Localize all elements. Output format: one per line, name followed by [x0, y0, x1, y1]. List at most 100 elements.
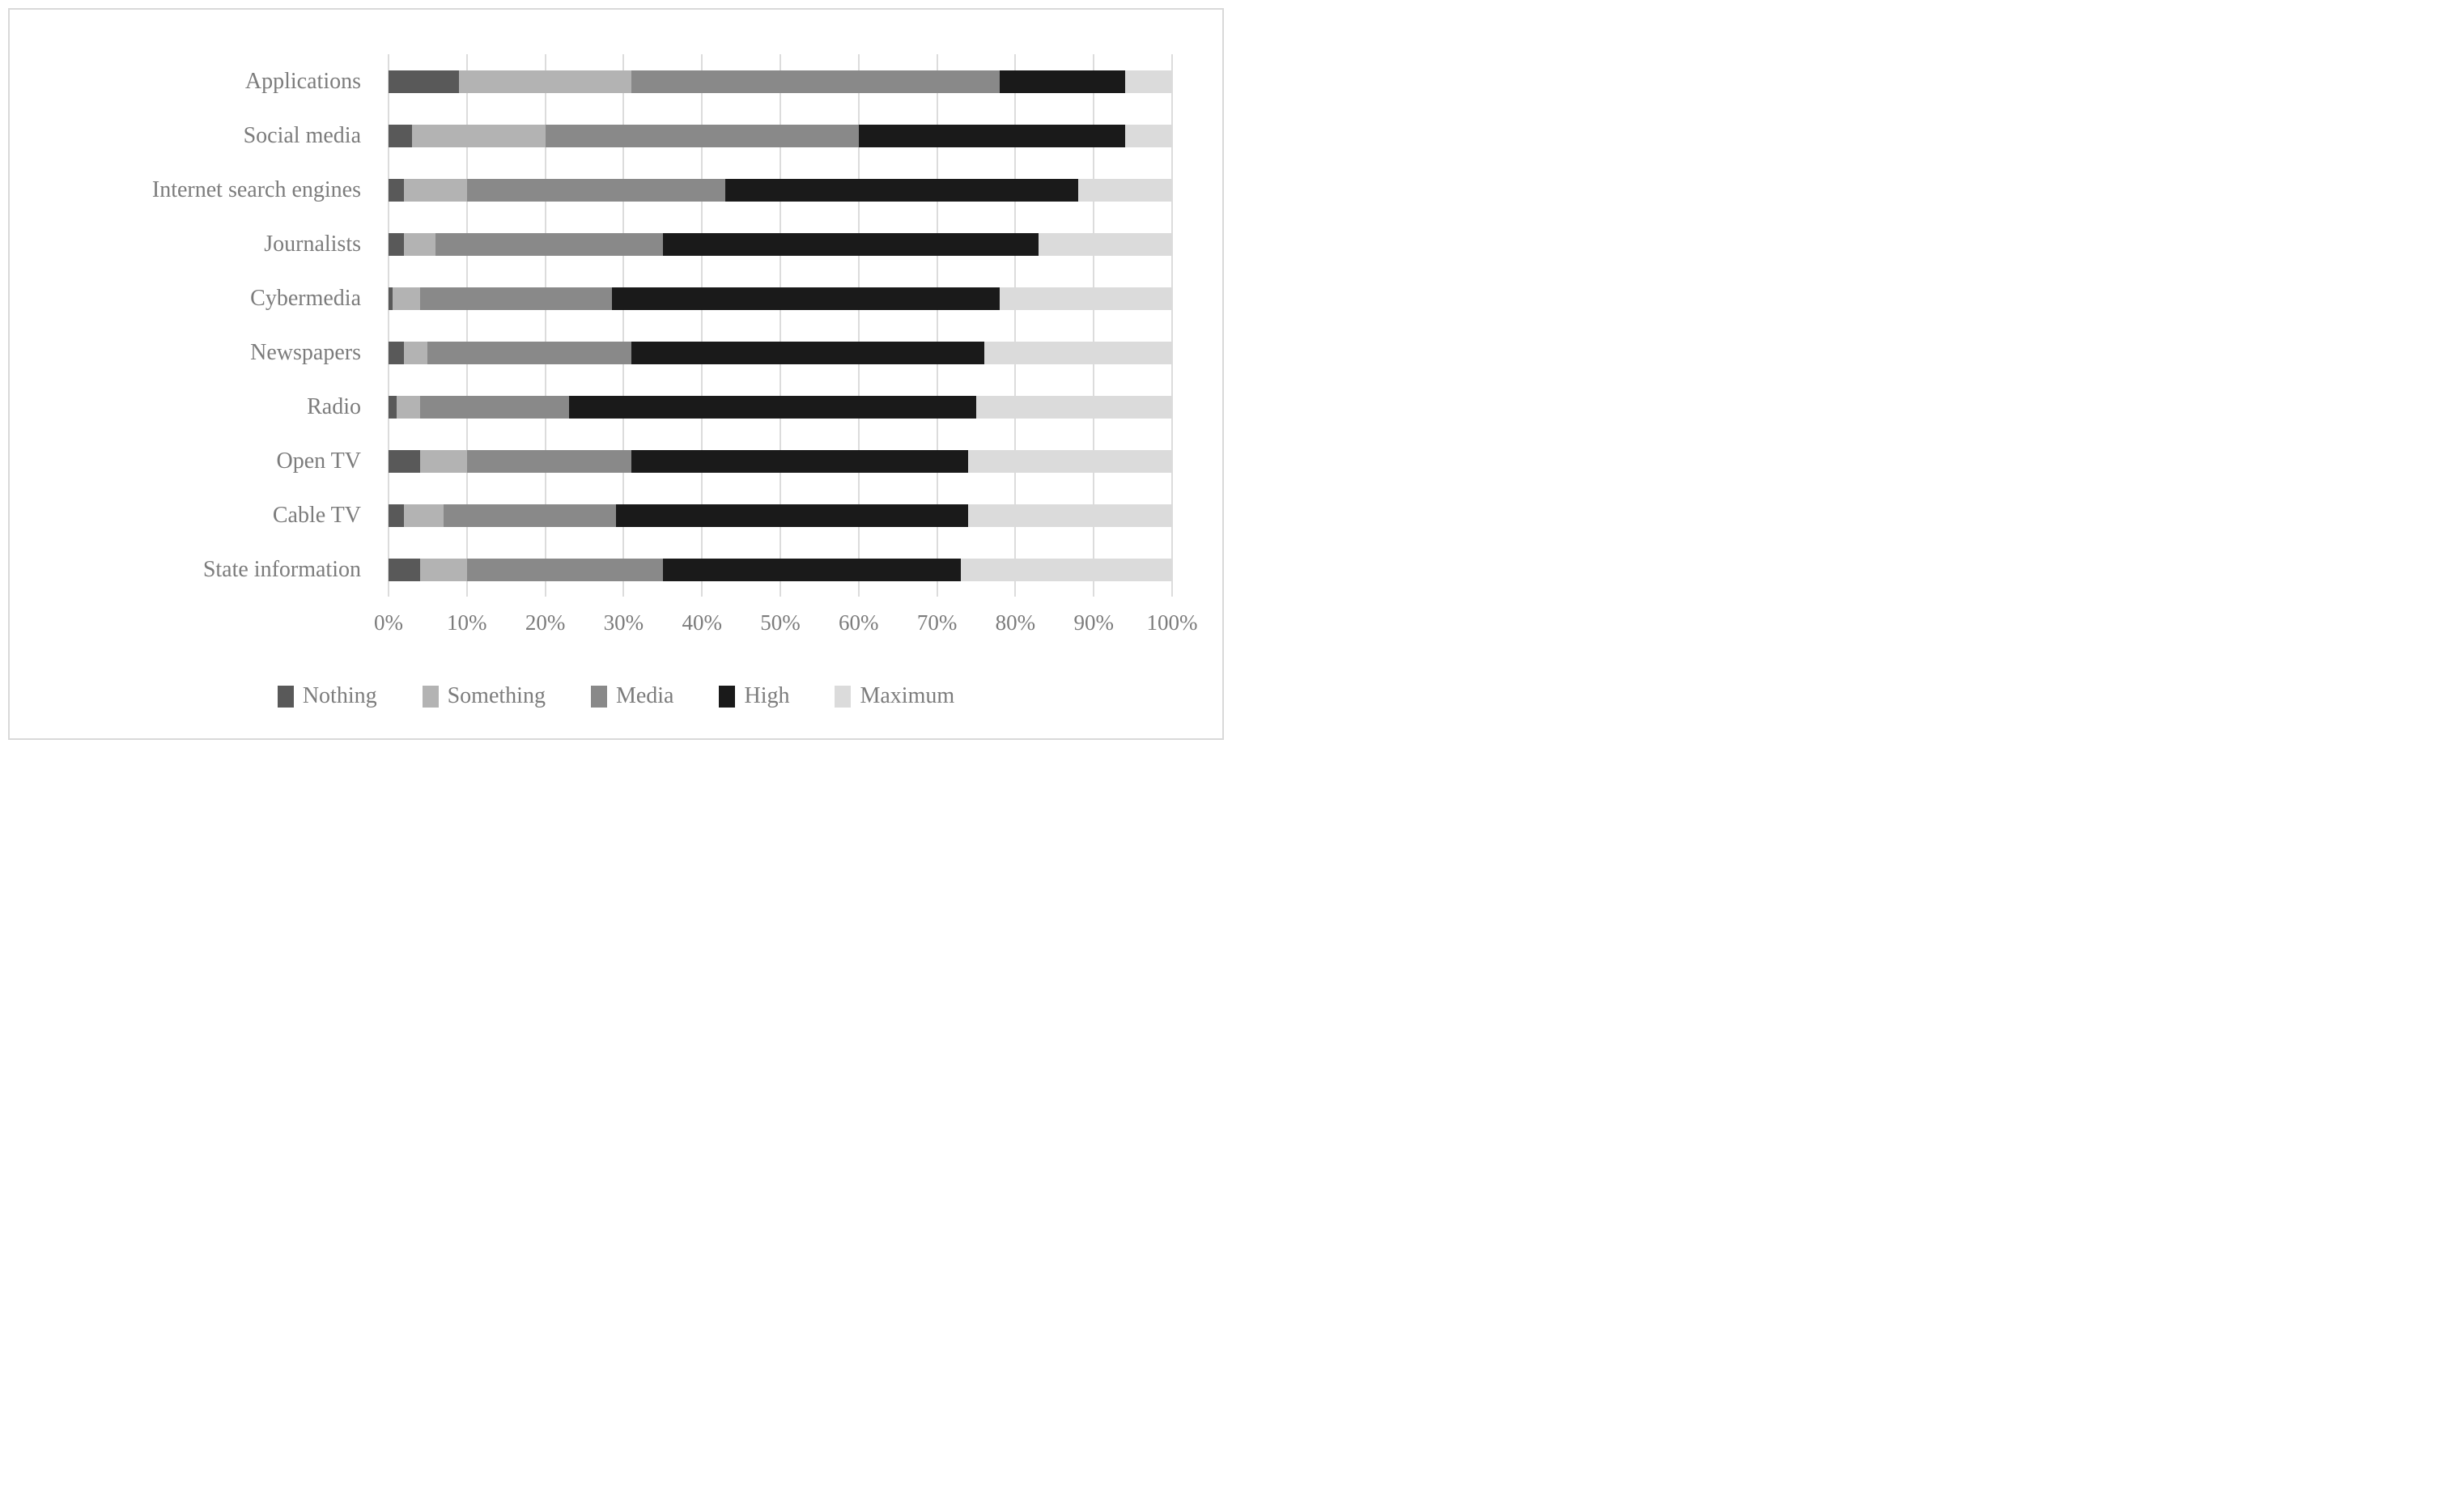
bar-segment-media	[466, 449, 632, 473]
bar-row	[389, 108, 1172, 163]
bar-row	[389, 325, 1172, 380]
legend-label-high: High	[744, 683, 790, 708]
bar-segment-nothing	[389, 287, 393, 310]
bar-segment-media	[631, 70, 1000, 93]
category-label-cable-tv: Cable TV	[272, 502, 361, 528]
bar-segment-high	[662, 558, 961, 581]
gridline	[1014, 54, 1017, 597]
legend-swatch-media	[590, 685, 607, 708]
bar-row	[389, 217, 1172, 271]
legend-item-high: High	[719, 683, 789, 709]
bar-segment-nothing	[389, 395, 397, 419]
bar-row	[389, 542, 1172, 597]
x-tick-label: 100%	[1146, 610, 1198, 635]
bar-segment-something	[392, 287, 420, 310]
bar-segment-high	[858, 124, 1125, 147]
bar-segment-media	[466, 178, 726, 202]
bar-segment-nothing	[389, 558, 420, 581]
x-tick-label: 20%	[525, 610, 566, 635]
legend-swatch-high	[719, 685, 736, 708]
category-label-applications: Applications	[244, 68, 361, 94]
bar-segment-maximum	[1124, 70, 1172, 93]
bar-segment-high	[662, 232, 1039, 256]
gridline	[388, 54, 389, 597]
legend-item-maximum: Maximum	[835, 683, 954, 709]
bar-segment-media	[466, 558, 663, 581]
category-label-internet-search-engines: Internet search engines	[151, 176, 361, 202]
stacked-bar-open-tv	[389, 449, 1172, 473]
bar-segment-media	[419, 287, 612, 310]
gridline	[936, 54, 938, 597]
category-label-cybermedia: Cybermedia	[250, 285, 361, 311]
category-label-journalists: Journalists	[264, 231, 361, 257]
legend-swatch-nothing	[277, 685, 294, 708]
stacked-bar-applications	[389, 70, 1172, 93]
legend: Nothing Something Media High Maximum	[10, 683, 1222, 709]
bar-row	[389, 434, 1172, 488]
bar-segment-maximum	[1039, 232, 1172, 256]
bar-row	[389, 380, 1172, 434]
bar-segment-maximum	[983, 341, 1172, 364]
bar-segment-something	[404, 232, 436, 256]
stacked-bar-cable-tv	[389, 504, 1172, 527]
bar-segment-something	[404, 178, 467, 202]
category-labels: Applications Social media Internet search …	[10, 54, 374, 597]
bar-segment-nothing	[389, 232, 405, 256]
bar-segment-media	[545, 124, 859, 147]
x-tick-label: 60%	[839, 610, 879, 635]
bar-segment-high	[631, 449, 969, 473]
legend-label-something: Something	[447, 683, 546, 708]
bar-segment-high	[1000, 70, 1125, 93]
gridline	[544, 54, 546, 597]
gridline	[780, 54, 781, 597]
bar-segment-maximum	[1000, 287, 1172, 310]
bar-segment-maximum	[968, 449, 1172, 473]
stacked-bar-newspapers	[389, 341, 1172, 364]
gridline	[622, 54, 625, 597]
bar-row	[389, 54, 1172, 108]
bar-segment-nothing	[389, 178, 405, 202]
bar-segment-something	[412, 124, 546, 147]
legend-label-nothing: Nothing	[302, 683, 377, 708]
x-axis: 0% 10% 20% 30% 40% 50% 60% 70% 80% 90% 100%	[374, 610, 1198, 643]
stacked-bar-radio	[389, 395, 1172, 419]
x-tick-label: 80%	[995, 610, 1036, 635]
stacked-bar-state-information	[389, 558, 1172, 581]
bar-segment-nothing	[389, 504, 405, 527]
bar-segment-maximum	[975, 395, 1172, 419]
bar-segment-something	[419, 449, 467, 473]
bar-segment-something	[404, 504, 444, 527]
category-label-newspapers: Newspapers	[250, 339, 361, 365]
legend-swatch-maximum	[835, 685, 852, 708]
category-label-radio: Radio	[307, 393, 361, 419]
bar-segment-high	[631, 341, 984, 364]
bar-segment-media	[427, 341, 632, 364]
bar-segment-high	[615, 504, 969, 527]
gridline	[701, 54, 703, 597]
bar-segment-nothing	[389, 449, 420, 473]
legend-item-media: Media	[590, 683, 673, 709]
bar-segment-something	[419, 558, 467, 581]
bar-segment-maximum	[960, 558, 1172, 581]
bar-segment-nothing	[389, 70, 460, 93]
gridline	[1093, 54, 1095, 597]
stacked-bar-journalists	[389, 232, 1172, 256]
bar-row	[389, 271, 1172, 325]
bar-row	[389, 163, 1172, 217]
legend-swatch-something	[422, 685, 439, 708]
bar-segment-maximum	[968, 504, 1172, 527]
x-tick-label: 40%	[682, 610, 722, 635]
gridline	[465, 54, 468, 597]
x-tick-label: 50%	[760, 610, 801, 635]
stacked-bar-internet-search-engines	[389, 178, 1172, 202]
stacked-bar-social-media	[389, 124, 1172, 147]
bar-segment-something	[459, 70, 632, 93]
stacked-bar-cybermedia	[389, 287, 1172, 310]
bar-row	[389, 488, 1172, 542]
bar-segment-maximum	[1124, 124, 1172, 147]
category-label-state-information: State information	[202, 556, 361, 582]
bar-segment-high	[725, 178, 1078, 202]
category-label-open-tv: Open TV	[276, 448, 361, 474]
x-tick-label: 30%	[603, 610, 644, 635]
gridline	[857, 54, 860, 597]
